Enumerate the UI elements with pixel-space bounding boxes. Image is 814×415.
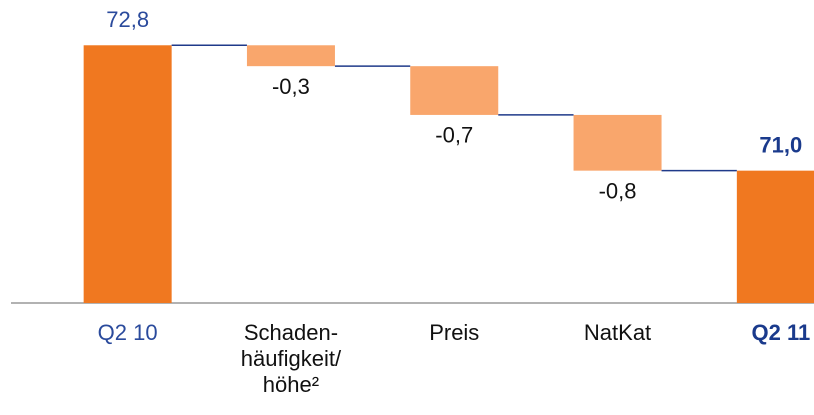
x-tick-label: NatKat [583,320,652,345]
bar [410,66,499,115]
bar [573,114,662,171]
x-tick-label: Q2 11 [751,320,811,345]
bar [736,170,814,303]
value-label: 71,0 [759,132,802,157]
bar [246,45,335,67]
bar [83,45,172,303]
value-label: 72,8 [106,7,149,32]
value-label: -0,7 [435,123,473,148]
x-tick-label: Q2 10 [97,320,158,345]
x-tick-label: Preis [429,320,480,345]
x-tick-label: Schaden- häufigkeit/ höhe² [240,320,342,397]
value-label: -0,8 [599,178,637,203]
value-label: -0,3 [272,74,310,99]
